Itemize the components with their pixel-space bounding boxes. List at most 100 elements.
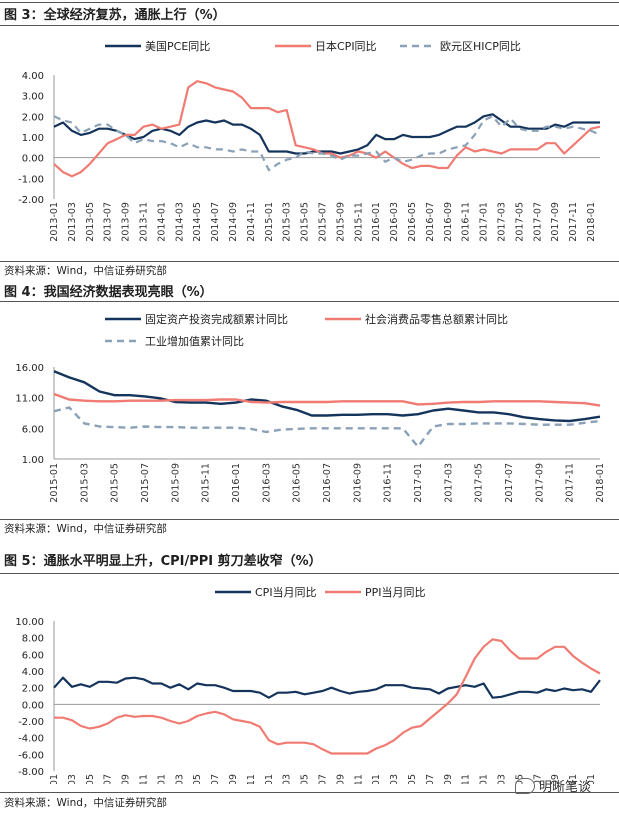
x-tick-label: 2017-03 bbox=[497, 774, 508, 784]
x-tick-label: 2015-01 bbox=[49, 463, 60, 503]
source-rule bbox=[0, 519, 619, 520]
x-tick-label: 2016-07 bbox=[425, 774, 436, 784]
y-tick-label: -6.00 bbox=[18, 750, 44, 761]
x-tick-label: 2016-09 bbox=[443, 202, 454, 242]
x-tick-label: 2016-03 bbox=[389, 202, 400, 242]
x-tick-label: 2016-03 bbox=[261, 463, 272, 503]
legend-label: CPI当月同比 bbox=[255, 585, 317, 599]
x-tick-label: 2016-07 bbox=[322, 463, 333, 503]
x-tick-label: 2017-09 bbox=[534, 463, 545, 503]
source-note: 资料来源：Wind，中信证券研究部 bbox=[4, 265, 167, 277]
x-tick-label: 2013-01 bbox=[49, 774, 60, 784]
y-tick-label: 1.00 bbox=[22, 455, 44, 466]
x-tick-label: 2013-09 bbox=[121, 202, 132, 242]
x-tick-label: 2015-11 bbox=[201, 463, 212, 503]
x-tick-label: 2014-05 bbox=[192, 774, 203, 784]
source-note: 资料来源：Wind，中信证券研究部 bbox=[4, 523, 167, 535]
y-tick-label: 10.00 bbox=[15, 617, 44, 628]
legend-label: 固定资产投资完成额累计同比 bbox=[145, 312, 288, 326]
x-tick-label: 2015-07 bbox=[140, 463, 151, 503]
y-tick-label: -2.00 bbox=[18, 195, 44, 206]
x-tick-label: 2014-11 bbox=[246, 774, 257, 784]
legend-label: 社会消费品零售总额累计同比 bbox=[365, 312, 508, 326]
y-tick-label: 6.00 bbox=[22, 650, 44, 661]
x-tick-label: 2014-07 bbox=[210, 202, 221, 242]
x-tick-label: 2013-05 bbox=[85, 774, 96, 784]
x-tick-label: 2017-01 bbox=[479, 774, 490, 784]
chart-global-inflation: 美国PCE同比 日本CPI同比 欧元区HICP同比 -2.00 -1.00 0.00 1.0… bbox=[18, 39, 601, 242]
x-tick-label: 2017-11 bbox=[565, 463, 576, 503]
x-tick-label: 2015-05 bbox=[110, 463, 121, 503]
x-tick-label: 2014-03 bbox=[174, 774, 185, 784]
source-rule bbox=[0, 792, 619, 793]
x-tick-label: 2017-09 bbox=[550, 202, 561, 242]
x-tick-label: 2016-01 bbox=[371, 774, 382, 784]
x-tick-label: 2017-01 bbox=[413, 463, 424, 503]
y-tick-label: 4.00 bbox=[22, 71, 44, 82]
x-tick-label: 2016-11 bbox=[383, 463, 394, 503]
x-tick-label: 2014-07 bbox=[210, 774, 221, 784]
x-tick-label: 2016-09 bbox=[443, 774, 454, 784]
y-tick-label: 2.00 bbox=[22, 684, 44, 695]
legend-label: 日本CPI同比 bbox=[315, 39, 377, 53]
source-note: 资料来源：Wind，中信证券研究部 bbox=[4, 797, 167, 809]
chart-cpi-ppi: CPI当月同比 PPI当月同比 -8.00 -6.00 -4.00 -2.00 0.00 2.… bbox=[15, 585, 601, 784]
figure-title: 图 5：通胀水平明显上升，CPI/PPI 剪刀差收窄（%） bbox=[4, 554, 322, 569]
title-rule bbox=[0, 25, 619, 26]
x-tick-label: 2017-07 bbox=[532, 774, 543, 784]
series-line bbox=[53, 676, 601, 699]
series-line bbox=[54, 638, 601, 755]
x-tick-label: 2017-11 bbox=[568, 202, 579, 242]
x-tick-label: 2016-01 bbox=[371, 202, 382, 242]
x-tick-label: 2016-11 bbox=[461, 202, 472, 242]
y-tick-label: 16.00 bbox=[15, 363, 44, 374]
x-tick-label: 2013-11 bbox=[139, 774, 150, 784]
y-tick-label: -4.00 bbox=[18, 734, 44, 745]
x-tick-label: 2013-09 bbox=[121, 774, 132, 784]
x-tick-label: 2015-03 bbox=[282, 202, 293, 242]
watermark-text: 明晰笔谈 bbox=[538, 780, 591, 795]
x-tick-label: 2015-03 bbox=[79, 463, 90, 503]
x-tick-label: 2015-05 bbox=[300, 202, 311, 242]
y-tick-label: -2.00 bbox=[18, 717, 44, 728]
x-tick-label: 2014-01 bbox=[156, 774, 167, 784]
legend-label: 美国PCE同比 bbox=[145, 40, 210, 53]
x-tick-label: 2015-07 bbox=[318, 774, 329, 784]
watermark: 明晰笔谈 bbox=[514, 776, 591, 795]
series-line bbox=[53, 113, 600, 155]
x-tick-label: 2017-11 bbox=[568, 774, 579, 784]
y-tick-label: 3.00 bbox=[22, 92, 44, 103]
x-tick-label: 2016-07 bbox=[425, 202, 436, 242]
x-tick-label: 2015-01 bbox=[264, 774, 275, 784]
x-tick-label: 2016-05 bbox=[407, 774, 418, 784]
y-tick-label: 1.00 bbox=[22, 133, 44, 144]
series-line bbox=[53, 392, 601, 407]
legend-label: 工业增加值累计同比 bbox=[145, 334, 244, 348]
x-tick-label: 2016-09 bbox=[352, 463, 363, 503]
x-tick-label: 2013-05 bbox=[85, 202, 96, 242]
x-tick-label: 2016-03 bbox=[389, 774, 400, 784]
series-line bbox=[53, 80, 601, 178]
figure-title: 图 4：我国经济数据表现亮眼（%） bbox=[4, 285, 213, 300]
x-tick-label: 2017-01 bbox=[479, 202, 490, 242]
x-tick-label: 2014-09 bbox=[228, 774, 239, 784]
x-tick-label: 2014-01 bbox=[156, 202, 167, 242]
x-tick-label: 2015-07 bbox=[318, 202, 329, 242]
y-tick-label: -8.00 bbox=[18, 767, 44, 778]
x-tick-label: 2015-11 bbox=[353, 774, 364, 784]
x-tick-label: 2015-11 bbox=[353, 202, 364, 242]
x-tick-label: 2015-01 bbox=[264, 202, 275, 242]
y-tick-label: 2.00 bbox=[22, 112, 44, 123]
x-tick-label: 2018-01 bbox=[586, 202, 597, 242]
x-tick-label: 2016-05 bbox=[292, 463, 303, 503]
x-tick-label: 2015-09 bbox=[335, 774, 346, 784]
x-tick-label: 2017-07 bbox=[532, 202, 543, 242]
series-line bbox=[53, 370, 601, 423]
x-tick-label: 2017-05 bbox=[514, 202, 525, 242]
title-rule bbox=[0, 301, 619, 302]
x-tick-label: 2013-07 bbox=[103, 774, 114, 784]
x-tick-label: 2014-05 bbox=[192, 202, 203, 242]
y-tick-label: 6.00 bbox=[22, 424, 44, 435]
source-rule bbox=[0, 261, 619, 262]
figure-title: 图 3：全球经济复苏，通胀上行（%） bbox=[4, 8, 226, 23]
